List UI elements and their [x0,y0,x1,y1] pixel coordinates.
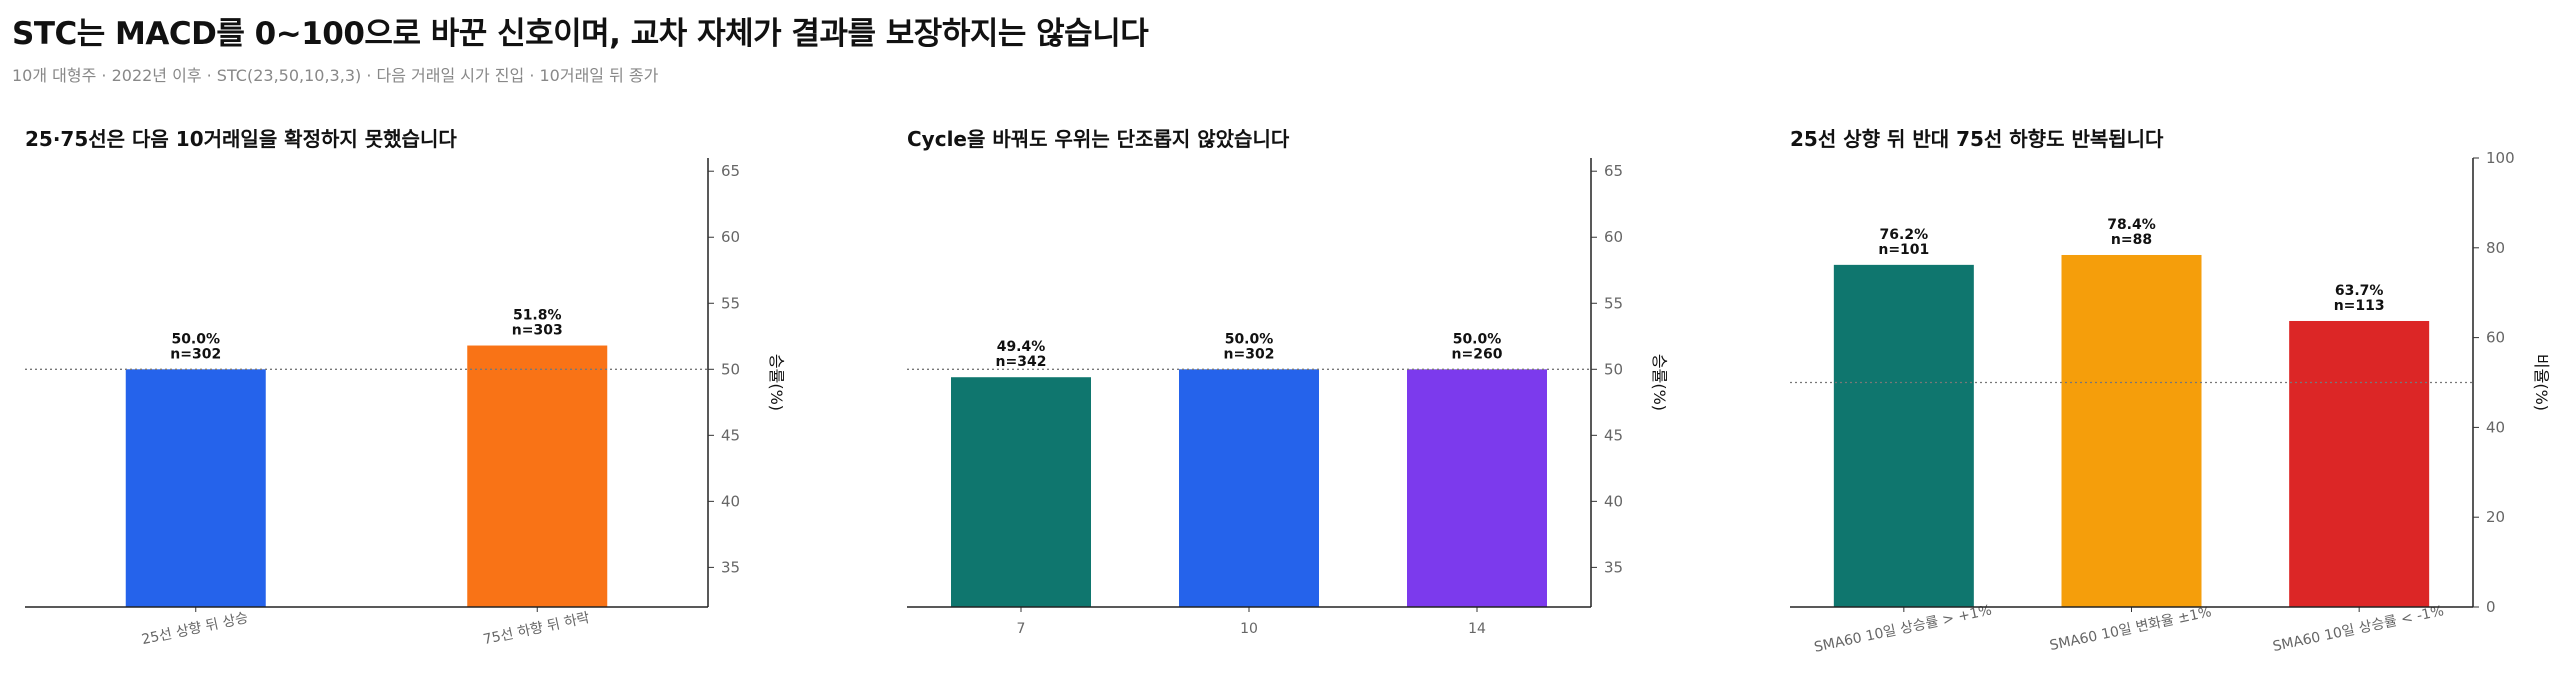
y-tick-label: 55 [1604,294,1623,312]
x-tick-label: SMA60 10일 상승률 < -1% [2271,603,2445,655]
bar-count-label: n=303 [512,323,563,339]
x-tick-label: SMA60 10일 상승률 > +1% [1813,602,1994,655]
x-tick-label: 14 [1468,621,1486,637]
y-tick-label: 60 [2486,329,2505,347]
y-tick-label: 100 [2486,149,2515,167]
chart-panel-2: Cycle을 바꿔도 우위는 단조롭지 않았습니다 49.4%n=342 7 50.0… [907,127,1669,637]
y-tick-label: 55 [721,294,740,312]
y-axis-title: 비율(%) [2532,354,2551,411]
page-subtitle: 10개 대형주 · 2022년 이후 · STC(23,50,10,3,3) ·… [12,66,659,85]
y-tick-label: 35 [721,558,740,576]
bar-count-label: n=302 [170,346,221,362]
bar-count-label: n=302 [1224,346,1275,362]
y-axis-title: 승률(%) [767,354,786,411]
bar [2061,254,2202,607]
bar [1179,369,1319,607]
x-tick-label: 10 [1240,621,1258,637]
y-tick-label: 60 [1604,228,1623,246]
y-tick-label: 65 [1604,162,1623,180]
y-tick-label: 80 [2486,239,2505,257]
chart-title: 25선 상향 뒤 반대 75선 하향도 반복됩니다 [1790,127,2164,151]
bar-count-label: n=113 [2334,298,2385,314]
bar-value-label: 76.2% [1880,227,1929,243]
bar-count-label: n=260 [1452,346,1503,362]
bar-value-label: 50.0% [1453,331,1502,347]
chart-panel-3: 25선 상향 뒤 반대 75선 하향도 반복됩니다 76.2%n=101 SMA60… [1790,127,2551,656]
y-tick-label: 20 [2486,508,2505,526]
y-tick-label: 40 [721,492,740,510]
bar-value-label: 63.7% [2335,283,2384,299]
y-tick-label: 50 [1604,360,1623,378]
bar [951,377,1091,607]
x-tick-label: 7 [1017,621,1026,637]
y-tick-label: 65 [721,162,740,180]
chart-panel-1: 25·75선은 다음 10거래일을 확정하지 못했습니다 50.0%n=302 25… [25,127,786,648]
bar-value-label: 50.0% [171,331,220,347]
x-tick-label: SMA60 10일 변화율 ±1% [2048,604,2213,654]
y-tick-label: 40 [1604,492,1623,510]
page-title: STC는 MACD를 0~100으로 바꾼 신호이며, 교차 자체가 결과를 보… [12,16,1149,52]
y-tick-label: 60 [721,228,740,246]
x-tick-label: 75선 하향 뒤 하락 [482,610,592,648]
bar-count-label: n=342 [996,354,1047,370]
y-tick-label: 40 [2486,418,2505,436]
bar-count-label: n=101 [1878,242,1929,258]
bar [125,369,266,607]
chart-title: 25·75선은 다음 10거래일을 확정하지 못했습니다 [25,127,457,151]
y-tick-label: 50 [721,360,740,378]
y-axis-title: 승률(%) [1650,354,1669,411]
y-tick-label: 0 [2486,598,2496,616]
bar [1407,369,1547,607]
bar-value-label: 50.0% [1225,331,1274,347]
bar-value-label: 78.4% [2107,217,2156,233]
bar-value-label: 51.8% [513,308,562,324]
y-tick-label: 35 [1604,558,1623,576]
chart-title: Cycle을 바꿔도 우위는 단조롭지 않았습니다 [907,127,1290,151]
bar [1833,264,1974,607]
y-tick-label: 45 [1604,426,1623,444]
bar [467,345,608,607]
bar-count-label: n=88 [2111,232,2152,248]
bar-value-label: 49.4% [997,339,1046,355]
y-tick-label: 45 [721,426,740,444]
x-tick-label: 25선 상향 뒤 상승 [140,610,250,648]
bar [2289,320,2430,607]
